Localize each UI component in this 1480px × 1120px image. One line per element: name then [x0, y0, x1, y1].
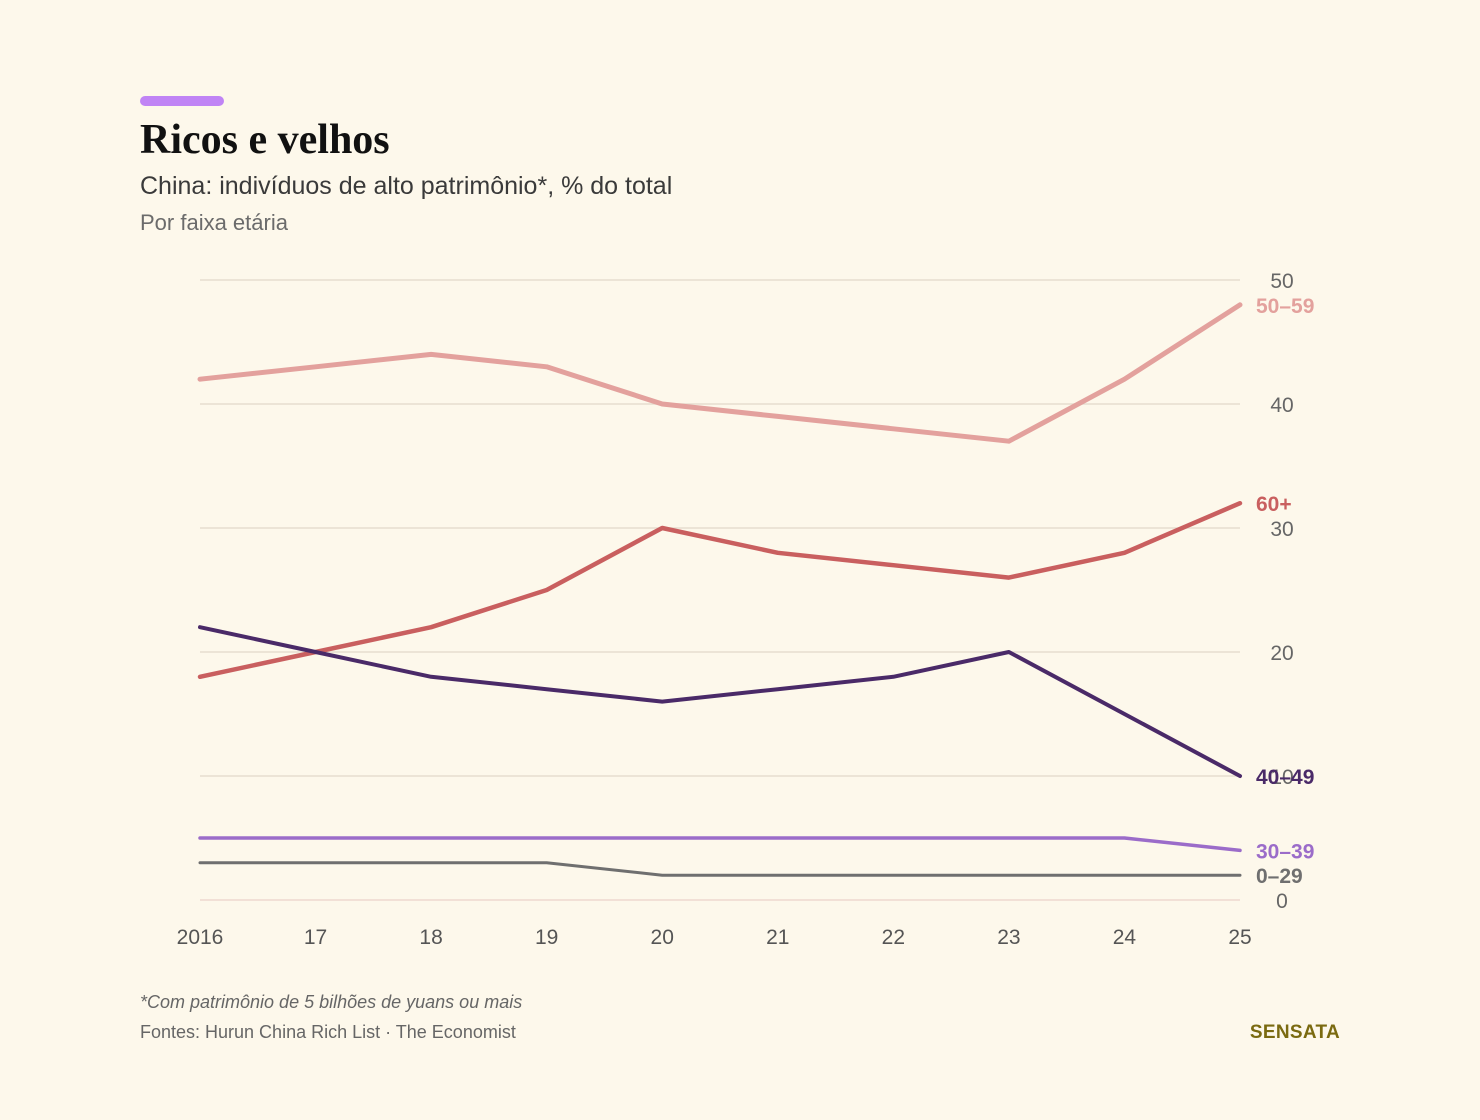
- x-tick-label: 19: [535, 926, 558, 949]
- y-axis-ticks: 0 10 20 30 40 50: [1270, 270, 1293, 913]
- series-label: 40–49: [1256, 766, 1314, 789]
- gridlines: [200, 279, 1240, 901]
- footnote: *Com patrimônio de 5 bilhões de yuans ou…: [140, 992, 523, 1012]
- x-tick-label: 2016: [177, 926, 224, 949]
- y-tick-label: 50: [1270, 270, 1293, 293]
- y-tick-label: 10: [1270, 766, 1293, 789]
- source-credit: Fontes: Hurun China Rich List · The Econ…: [140, 1022, 516, 1042]
- series-line: [198, 625, 1242, 778]
- series-label: 0–29: [1256, 865, 1303, 888]
- x-tick-label: 23: [997, 926, 1020, 949]
- y-tick-label: 0: [1276, 890, 1288, 913]
- brand-logo: SENSATA: [1249, 1022, 1340, 1043]
- chart-subtitle: China: indivíduos de alto patrimônio*, %…: [140, 172, 673, 200]
- y-tick-label: 30: [1270, 518, 1293, 541]
- x-tick-label: 18: [419, 926, 442, 949]
- chart-title: Ricos e velhos: [140, 117, 390, 163]
- series-line: [198, 836, 1242, 853]
- x-tick-label: 20: [651, 926, 674, 949]
- series-label: 30–39: [1256, 840, 1314, 863]
- x-axis-ticks: 2016 17 18 19 20 21 22 23 24 25: [177, 926, 1252, 949]
- series-label: 50–59: [1256, 295, 1314, 318]
- x-tick-label: 22: [882, 926, 905, 949]
- series-label: 60+: [1256, 493, 1292, 516]
- x-tick-label: 24: [1113, 926, 1137, 949]
- series-labels: 50–59 60+ 40–49 30–390–29: [1256, 295, 1314, 888]
- series-line: [197, 302, 1243, 444]
- accent-bar: [140, 96, 224, 106]
- y-tick-label: 20: [1270, 642, 1293, 665]
- series-line: [197, 500, 1243, 680]
- x-tick-label: 17: [304, 926, 327, 949]
- line-chart: 0 10 20 30 40 50 2016 17 18 19 20 21 22 23 24 25 50–59…: [177, 270, 1315, 949]
- x-tick-label: 21: [766, 926, 789, 949]
- y-tick-label: 40: [1270, 394, 1293, 417]
- series-lines: [197, 302, 1243, 877]
- chart-subsubtitle: Por faixa etária: [140, 210, 288, 235]
- x-tick-label: 25: [1228, 926, 1251, 949]
- series-line: [198, 861, 1242, 877]
